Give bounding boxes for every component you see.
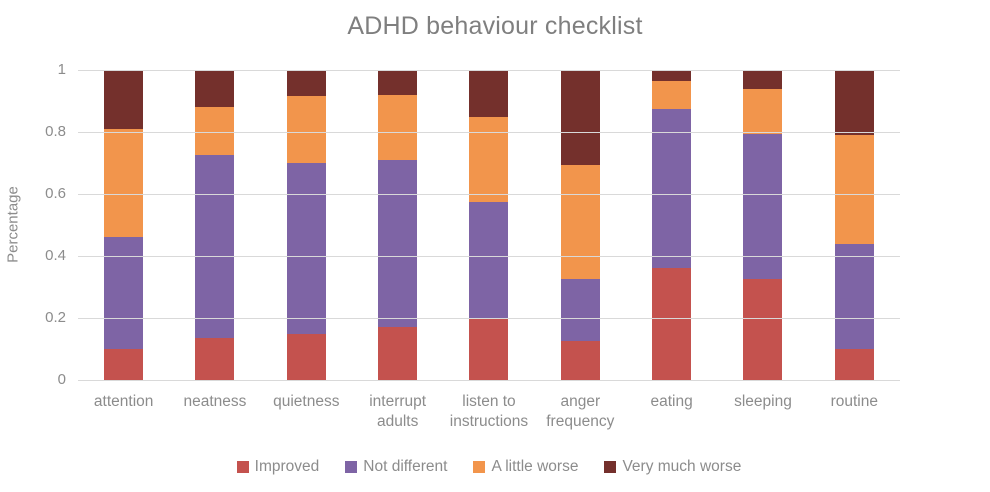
- bar-segment-a-little-worse: [104, 128, 144, 238]
- legend-label: Very much worse: [622, 458, 742, 475]
- bar-attention: [104, 70, 144, 380]
- x-tick-label: routine: [830, 393, 878, 410]
- gridline: [78, 70, 900, 71]
- x-tick-label: interrupt adults: [369, 393, 427, 430]
- bar-segment-very-much-worse: [652, 70, 692, 81]
- x-tick-label: anger frequency: [546, 393, 615, 430]
- bars-row: [78, 70, 900, 380]
- bar-segment-not-different: [560, 279, 600, 342]
- legend-swatch: [473, 461, 486, 473]
- x-tick-label: sleeping: [734, 393, 792, 410]
- gridline: [78, 380, 900, 381]
- x-tick-label: quietness: [273, 393, 340, 410]
- bar-segment-not-different: [378, 159, 418, 328]
- bar-segment-not-different: [286, 163, 326, 334]
- y-tick-label: 0.2: [45, 309, 66, 326]
- bar-segment-a-little-worse: [469, 116, 509, 202]
- bar-segment-a-little-worse: [378, 94, 418, 160]
- bar-eating: [652, 70, 692, 380]
- bar-segment-improved: [469, 318, 509, 380]
- y-tick-label: 0.8: [45, 123, 66, 140]
- bar-segment-not-different: [834, 243, 874, 349]
- legend-swatch: [236, 461, 249, 473]
- x-tick-label: attention: [93, 393, 154, 410]
- y-axis-title: Percentage: [4, 186, 22, 263]
- legend-swatch: [345, 461, 358, 473]
- legend-swatch: [604, 461, 617, 473]
- bar-segment-improved: [378, 327, 418, 380]
- bar-neatness: [195, 70, 235, 380]
- bar-segment-a-little-worse: [286, 96, 326, 163]
- legend-label: A little worse: [491, 458, 579, 475]
- bar-segment-very-much-worse: [195, 70, 235, 108]
- chart-title: ADHD behaviour checklist: [347, 12, 643, 40]
- bar-interrupt-adults: [378, 70, 418, 380]
- gridline: [78, 132, 900, 133]
- bar-segment-a-little-worse: [195, 107, 235, 156]
- plot-area: [78, 70, 900, 381]
- legend-item-very-much-worse: Very much worse: [604, 458, 741, 476]
- legend-item-not-different: Not different: [345, 458, 447, 476]
- x-tick-label: neatness: [183, 393, 247, 410]
- bar-segment-improved: [104, 349, 144, 380]
- legend-item-a-little-worse: A little worse: [473, 458, 578, 476]
- bar-segment-a-little-worse: [652, 80, 692, 109]
- bar-segment-improved: [286, 333, 326, 380]
- gridline: [78, 318, 900, 319]
- y-tick-label: 0.4: [45, 247, 66, 264]
- bar-listen-to-instructions: [469, 70, 509, 380]
- bar-quietness: [286, 70, 326, 380]
- legend-label: Improved: [254, 458, 320, 475]
- bar-segment-improved: [743, 279, 783, 380]
- gridline: [78, 194, 900, 195]
- bar-segment-not-different: [743, 133, 783, 280]
- x-axis-labels: attention neatness quietness interrupt adul…: [78, 392, 900, 432]
- x-tick-label: eating: [650, 393, 693, 410]
- bar-segment-very-much-worse: [378, 70, 418, 95]
- bar-segment-very-much-worse: [469, 70, 509, 117]
- bar-segment-not-different: [469, 201, 509, 318]
- bar-routine: [834, 70, 874, 380]
- bar-segment-a-little-worse: [834, 135, 874, 244]
- gridline: [78, 256, 900, 257]
- bar-segment-improved: [834, 349, 874, 380]
- bar-segment-very-much-worse: [104, 70, 144, 129]
- legend-label: Not different: [363, 458, 448, 475]
- bar-segment-improved: [652, 268, 692, 380]
- y-tick-label: 0.6: [45, 185, 66, 202]
- bar-segment-not-different: [195, 155, 235, 339]
- bar-segment-very-much-worse: [834, 70, 874, 136]
- bar-segment-very-much-worse: [286, 70, 326, 97]
- bar-segment-very-much-worse: [560, 70, 600, 165]
- bar-segment-a-little-worse: [743, 88, 783, 134]
- y-tick-label: 0: [57, 371, 66, 388]
- y-tick-label: 1: [57, 61, 66, 78]
- legend-item-improved: Improved: [236, 458, 320, 476]
- bar-segment-very-much-worse: [743, 70, 783, 89]
- bar-segment-a-little-worse: [560, 164, 600, 280]
- bar-segment-improved: [195, 338, 235, 380]
- bar-sleeping: [743, 70, 783, 380]
- legend: Improved Not different A little worse Very …: [78, 458, 900, 476]
- bar-segment-not-different: [104, 237, 144, 349]
- bar-segment-improved: [560, 341, 600, 380]
- bar-anger-frequency: [560, 70, 600, 380]
- bar-segment-not-different: [652, 108, 692, 269]
- x-tick-label: listen to instructions: [449, 393, 529, 430]
